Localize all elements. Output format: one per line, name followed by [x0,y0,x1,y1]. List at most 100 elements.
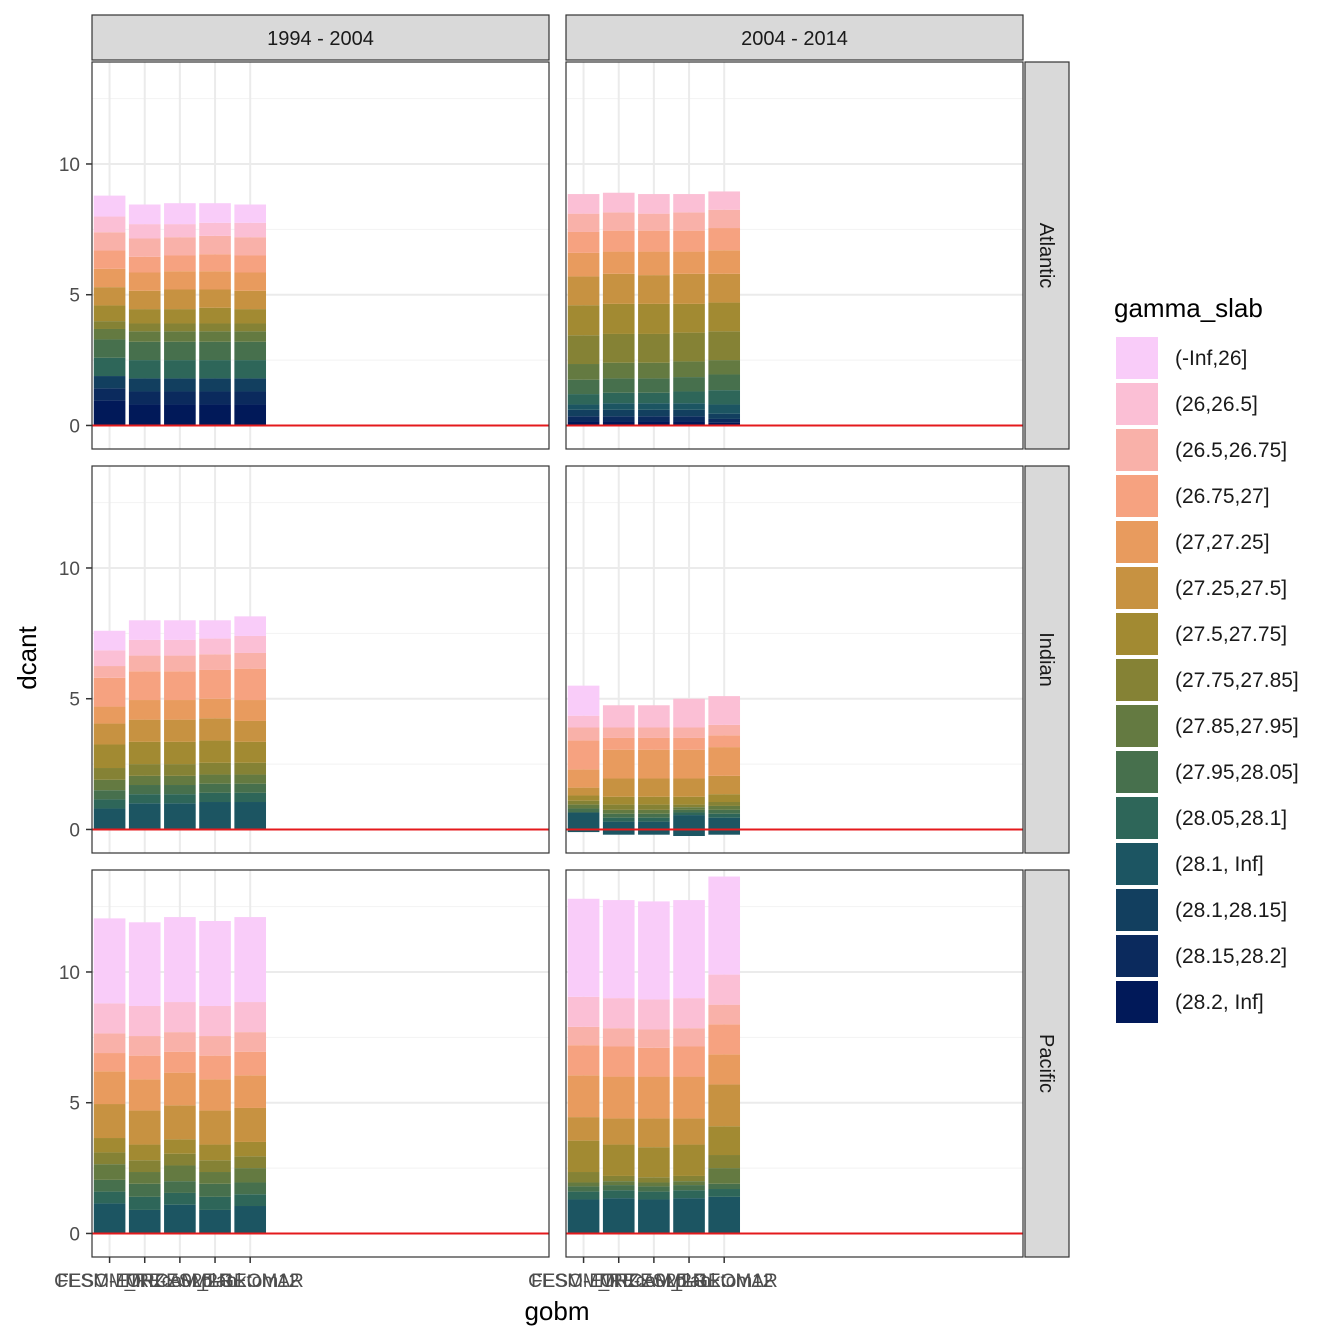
bar-segment [708,724,741,736]
bar-segment [602,705,635,728]
bar-segment [638,275,670,304]
column-strip-label: 2004 - 2014 [741,28,848,50]
bar-segment [673,796,705,805]
bar-segment [164,1072,196,1106]
bar-segment [673,900,705,999]
bar-segment [708,747,741,776]
bar-segment [673,804,705,808]
bar-segment [234,323,267,332]
x-tick-label: CESM-ETHZ [528,1271,639,1292]
bar-segment [708,805,741,810]
bar-segment [567,305,600,336]
legend-label: (28.1,28.15] [1175,899,1287,922]
bar-segment [567,1186,600,1192]
bar-segment [128,719,161,742]
bar-segment [164,391,196,405]
bar-segment [93,779,126,791]
bar-segment [93,250,126,269]
bar-segment [638,1186,670,1192]
bar-segment [164,1192,196,1205]
bar-segment [128,785,161,795]
bar-segment [708,228,741,251]
bar-segment [93,1138,126,1153]
bar-segment [567,1140,600,1173]
legend-key [1116,383,1158,425]
bar-segment [164,341,196,361]
bar-segment [567,685,600,716]
bar-segment [673,749,705,779]
bar-segment [567,898,600,997]
bar-segment [199,1110,231,1145]
bar-segment [128,1209,161,1234]
bar-segment [567,335,600,365]
bar-segment [234,616,267,636]
bar-segment [164,378,196,392]
bar-segment [567,394,600,405]
bar-segment [708,696,741,725]
bar-segment [708,422,741,426]
bar-segment [93,305,126,322]
bar-segment [602,821,635,830]
bar-segment [567,812,600,830]
bar-segment [638,817,670,822]
bar-segment [567,804,600,809]
bar-segment [638,809,670,814]
bar-segment [199,235,231,255]
bar-segment [128,741,161,765]
bar-segment [602,403,635,410]
bar-segment [93,1179,126,1192]
bar-segment [199,271,231,290]
bar-segment [199,762,231,775]
bar-segment [164,1032,196,1052]
bar-segment [234,720,267,742]
bar-segment [164,360,196,379]
bar-segment [708,1004,741,1025]
bar-segment [164,719,196,742]
y-tick-label: 0 [69,1224,80,1245]
bar-segment [199,341,231,361]
bar-segment [673,1144,705,1176]
bar-segment [602,409,635,417]
y-tick-label: 5 [69,286,80,307]
bar-segment [164,271,196,290]
bar-segment [199,1055,231,1080]
bar-segment [93,706,126,724]
bar-segment [199,1079,231,1111]
bar-segment [93,723,126,745]
bar-segment [708,817,741,830]
bar-segment [567,231,600,253]
bar-segment [708,775,741,795]
bar-segment [164,620,196,640]
bar-segment [673,698,705,728]
bar-segment [708,974,741,1005]
bar-segment [234,1182,267,1195]
bar-segment [93,232,126,251]
bar-segment [567,364,600,380]
bar-segment [638,409,670,417]
bar-segment [128,794,161,804]
bar-segment [673,230,705,252]
legend-label: (26,26.5] [1175,393,1258,416]
bar-segment [128,323,161,332]
bar-segment [638,1076,670,1119]
bar-segment [199,331,231,342]
bar-segment [234,783,267,793]
bar-segment [128,360,161,379]
bar-segment [199,1209,231,1234]
bar-segment [708,1054,741,1085]
bar-segment [638,821,670,830]
bar-segment [602,778,635,797]
bar-segment [164,741,196,765]
bar-segment [602,1198,635,1234]
bar-segment [164,671,196,701]
bar-segment-negative [638,829,670,835]
legend-label: (27.25,27.5] [1175,577,1287,600]
bar-segment [638,1118,670,1148]
bar-segment-negative [602,829,635,835]
bar-segment [93,339,126,358]
bar-segment [234,774,267,784]
bar-segment [673,409,705,417]
bar-segment [93,400,126,426]
bar-segment [602,1185,635,1191]
legend-label: (28.15,28.2] [1175,945,1287,968]
